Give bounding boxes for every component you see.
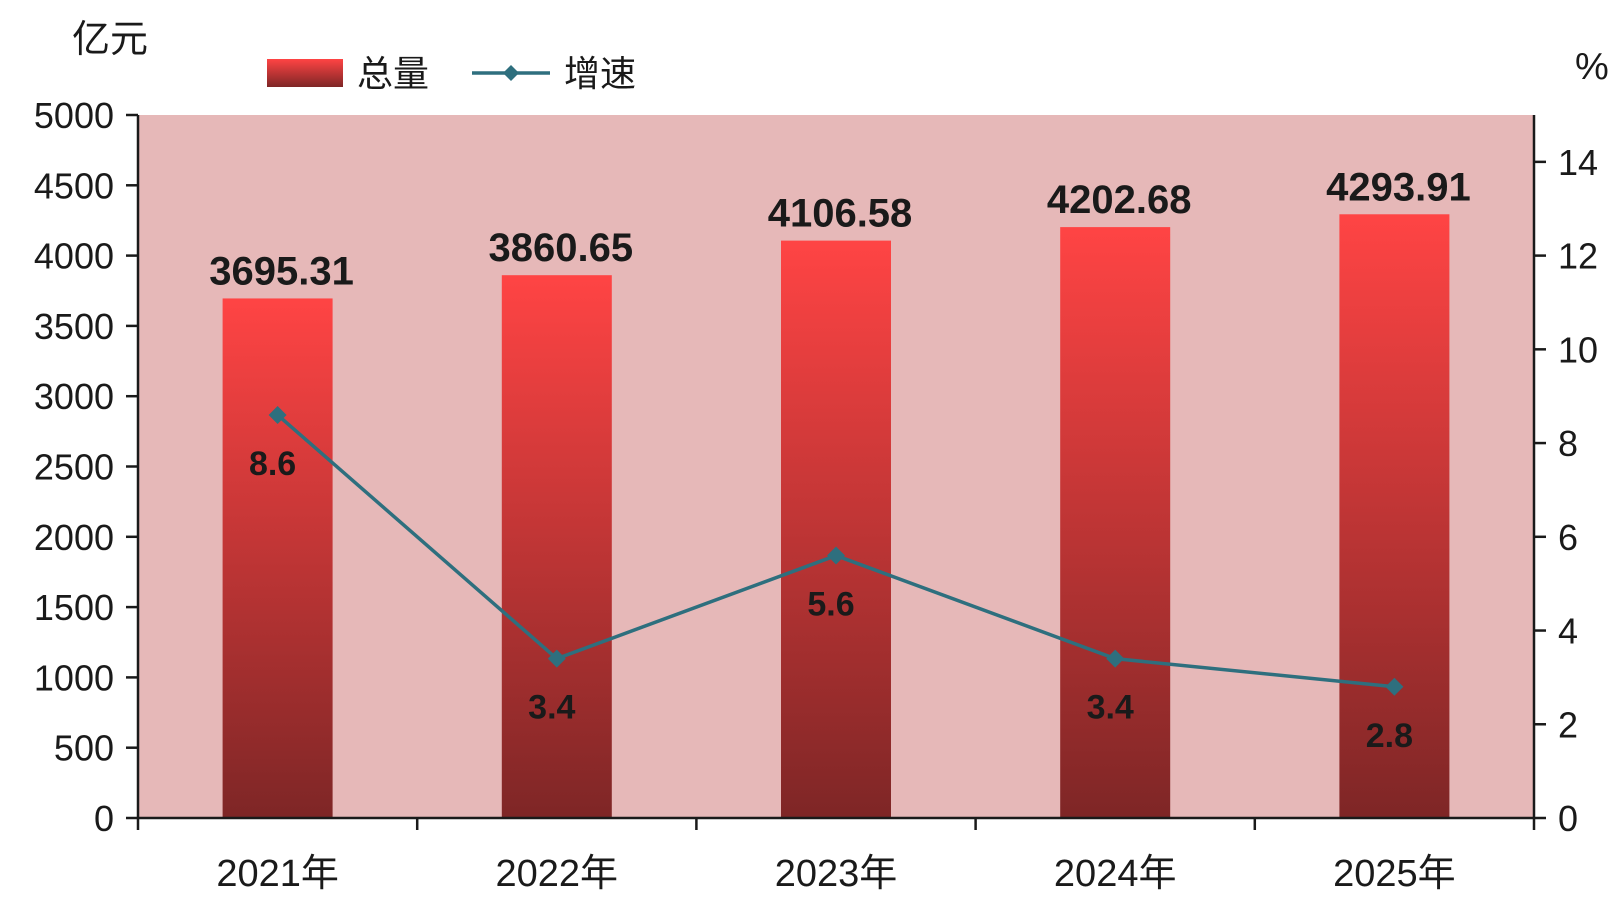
category-label-2: 2022年 <box>496 853 619 895</box>
growth-point-1 <box>268 405 287 424</box>
left-tick-label-7: 3500 <box>34 306 114 347</box>
growth-point-5 <box>1385 677 1404 696</box>
legend-label-total: 总量 <box>357 53 429 94</box>
bar-value-label-3: 4106.58 <box>768 192 913 236</box>
growth-value-label-3: 5.6 <box>807 586 854 624</box>
growth-point-3 <box>827 546 845 565</box>
right-tick-label-6: 12 <box>1558 236 1598 277</box>
category-label-5: 2025年 <box>1333 853 1456 895</box>
bar-value-label-5: 4293.91 <box>1326 165 1471 209</box>
growth-value-label-4: 3.4 <box>1087 689 1134 727</box>
legend-swatch-total <box>267 59 343 87</box>
left-tick-label-10: 5000 <box>34 95 114 136</box>
bar-4 <box>1060 227 1171 818</box>
right-tick-label-4: 8 <box>1558 423 1578 464</box>
bar-2 <box>501 275 612 818</box>
category-label-4: 2024年 <box>1054 853 1177 895</box>
right-tick-label-5: 10 <box>1558 329 1598 370</box>
category-label-1: 2021年 <box>216 853 339 895</box>
growth-value-label-2: 3.4 <box>528 689 575 727</box>
bar-3 <box>781 240 891 818</box>
bar-value-label-2: 3860.65 <box>489 226 634 270</box>
growth-value-label-5: 2.8 <box>1366 717 1413 755</box>
left-tick-label-4: 2000 <box>34 517 114 558</box>
growth-point-2 <box>547 649 566 668</box>
right-tick-label-3: 6 <box>1558 517 1578 558</box>
left-tick-label-1: 500 <box>54 728 114 769</box>
right-axis-unit: % <box>1575 46 1609 88</box>
left-tick-label-6: 3000 <box>34 376 114 417</box>
left-tick-label-3: 1500 <box>34 587 114 628</box>
legend: 总量 增速 <box>267 53 636 94</box>
category-label-3: 2023年 <box>775 853 898 895</box>
left-axis-unit: 亿元 <box>72 19 148 61</box>
legend-marker-growth <box>503 65 519 81</box>
left-tick-label-0: 0 <box>94 798 114 839</box>
left-tick-label-9: 4500 <box>34 165 114 206</box>
left-tick-label-8: 4000 <box>34 236 114 277</box>
left-tick-label-5: 2500 <box>34 447 114 488</box>
left-tick-label-2: 1000 <box>34 657 114 698</box>
growth-point-4 <box>1106 649 1125 668</box>
right-tick-label-2: 4 <box>1558 611 1578 652</box>
bar-value-label-1: 3695.31 <box>209 249 354 293</box>
legend-label-growth: 增速 <box>564 53 636 94</box>
bar-5 <box>1339 214 1450 819</box>
right-tick-label-0: 0 <box>1558 798 1578 839</box>
bar-value-label-4: 4202.68 <box>1047 178 1192 222</box>
right-tick-label-1: 2 <box>1558 704 1578 745</box>
growth-value-label-1: 8.6 <box>249 445 296 483</box>
right-tick-label-7: 14 <box>1558 142 1598 183</box>
bar-1 <box>222 298 333 818</box>
